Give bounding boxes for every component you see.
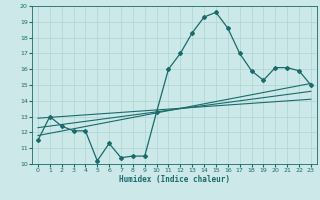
X-axis label: Humidex (Indice chaleur): Humidex (Indice chaleur)	[119, 175, 230, 184]
